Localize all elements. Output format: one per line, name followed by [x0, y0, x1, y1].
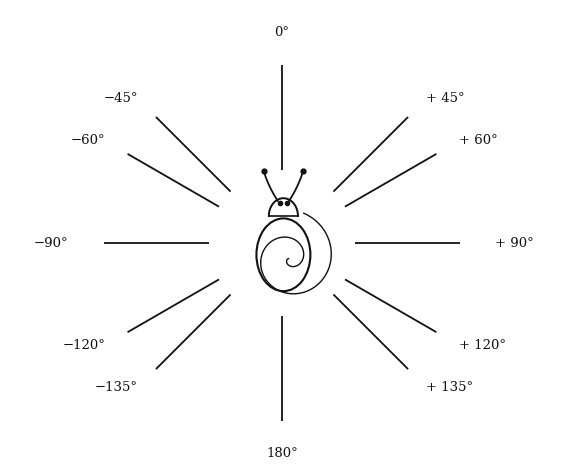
Text: + 120°: + 120°	[459, 338, 506, 352]
Text: 180°: 180°	[266, 447, 298, 460]
Text: + 45°: + 45°	[426, 92, 465, 105]
Text: 0°: 0°	[275, 26, 289, 39]
Text: −60°: −60°	[70, 135, 105, 147]
Text: −45°: −45°	[103, 92, 138, 105]
Text: + 135°: + 135°	[426, 381, 473, 394]
Text: + 90°: + 90°	[496, 236, 534, 250]
Text: −135°: −135°	[95, 381, 138, 394]
Text: −120°: −120°	[63, 338, 105, 352]
Text: + 60°: + 60°	[459, 135, 497, 147]
Text: −90°: −90°	[34, 236, 68, 250]
